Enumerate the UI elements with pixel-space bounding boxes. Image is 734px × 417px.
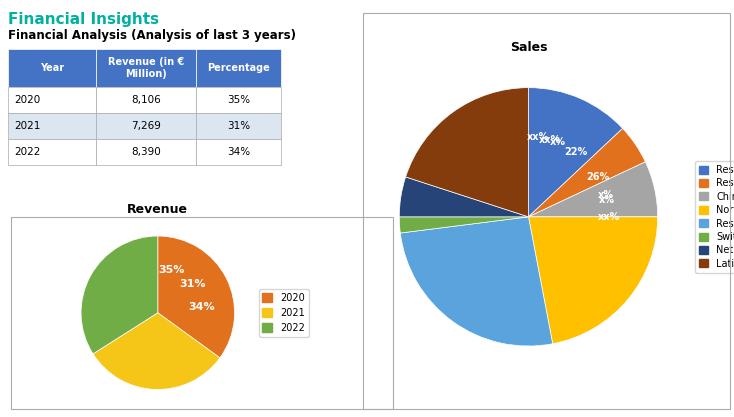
Wedge shape [528,88,622,217]
FancyBboxPatch shape [196,87,281,113]
Wedge shape [528,162,658,217]
Wedge shape [399,177,528,217]
Text: x%: x% [599,194,614,204]
Text: Year: Year [40,63,64,73]
FancyBboxPatch shape [96,139,196,165]
Text: 31%: 31% [227,121,250,131]
Wedge shape [158,236,235,358]
Wedge shape [399,217,528,233]
Text: x%: x% [550,137,566,147]
Text: xx%: xx% [597,212,619,222]
Wedge shape [528,128,645,217]
Wedge shape [406,88,528,217]
Text: 2021: 2021 [14,121,40,131]
Text: x%: x% [597,190,614,200]
Text: 35%: 35% [227,95,250,105]
Wedge shape [400,217,553,346]
FancyBboxPatch shape [96,49,196,87]
Text: 2020: 2020 [14,95,40,105]
Text: Financial Analysis (Analysis of last 3 years): Financial Analysis (Analysis of last 3 y… [8,29,296,42]
FancyBboxPatch shape [196,113,281,139]
Text: 34%: 34% [227,147,250,157]
Wedge shape [81,236,158,354]
Text: Financial Insights: Financial Insights [8,12,159,27]
Wedge shape [93,313,220,389]
FancyBboxPatch shape [196,139,281,165]
FancyBboxPatch shape [8,113,96,139]
Title: Sales: Sales [509,41,548,54]
Text: Revenue (in €
Million): Revenue (in € Million) [108,57,184,79]
Text: 35%: 35% [158,265,184,275]
FancyBboxPatch shape [196,49,281,87]
Text: xx%: xx% [539,135,561,145]
Wedge shape [528,217,658,344]
Legend: Rest of Asia, Rest of world, China, North America, Rest of Europe, Switzerland, : Rest of Asia, Rest of world, China, Nort… [695,161,734,273]
Text: 7,269: 7,269 [131,121,161,131]
Text: 34%: 34% [189,302,215,312]
FancyBboxPatch shape [96,87,196,113]
FancyBboxPatch shape [96,113,196,139]
Text: 26%: 26% [586,172,609,182]
Text: 22%: 22% [564,147,587,157]
Legend: 2020, 2021, 2022: 2020, 2021, 2022 [258,289,309,337]
Text: 31%: 31% [179,279,206,289]
Text: 8,106: 8,106 [131,95,161,105]
Text: Percentage: Percentage [207,63,270,73]
FancyBboxPatch shape [8,87,96,113]
Text: 8,390: 8,390 [131,147,161,157]
FancyBboxPatch shape [8,49,96,87]
FancyBboxPatch shape [8,139,96,165]
Text: 2022: 2022 [14,147,40,157]
Title: Revenue: Revenue [127,203,189,216]
Text: xx%: xx% [526,132,549,142]
